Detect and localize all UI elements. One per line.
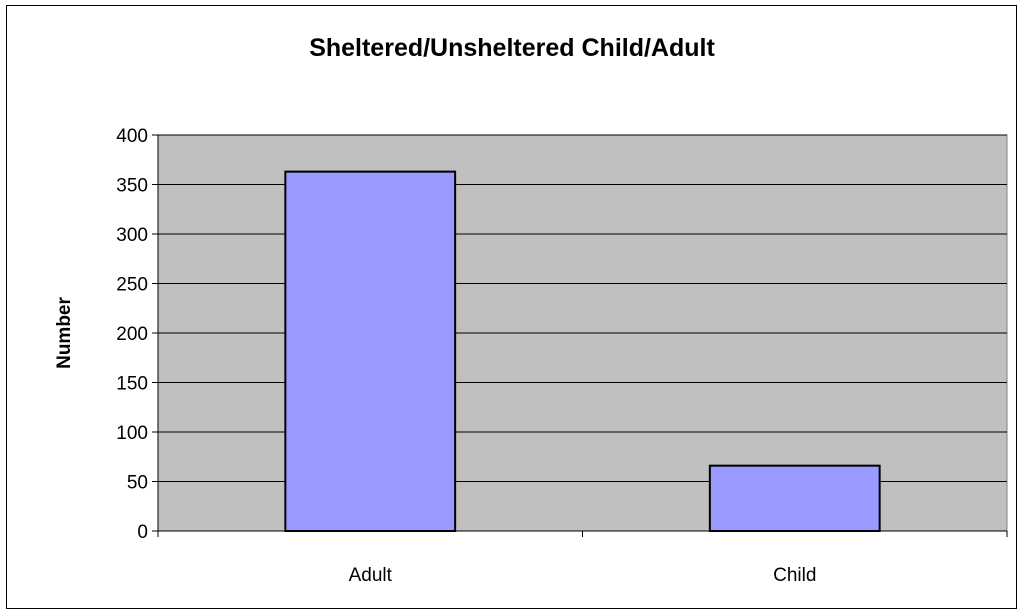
y-tick-label: 200 <box>116 324 148 345</box>
x-tick-labels: Adult Child <box>349 565 817 586</box>
y-tick-label: 50 <box>127 473 148 494</box>
y-tick-label: 400 <box>116 126 148 147</box>
y-axis-title: Number <box>54 297 75 369</box>
chart-title: Sheltered/Unsheltered Child/Adult <box>309 34 715 62</box>
y-tick-label: 250 <box>116 275 148 296</box>
y-tick-label: 350 <box>116 176 148 197</box>
y-tick-label: 300 <box>116 225 148 246</box>
axes <box>152 134 1008 537</box>
x-tick-label: Adult <box>349 565 393 586</box>
y-tick-label: 100 <box>116 423 148 444</box>
bar-child <box>708 464 881 532</box>
y-tick-label: 0 <box>137 522 148 543</box>
bars <box>284 170 881 532</box>
y-tick-labels: 0 50 100 150 200 250 300 350 400 <box>116 126 148 543</box>
x-tick-label: Child <box>773 565 816 586</box>
y-tick-label: 150 <box>116 374 148 395</box>
bar-adult <box>284 170 457 532</box>
